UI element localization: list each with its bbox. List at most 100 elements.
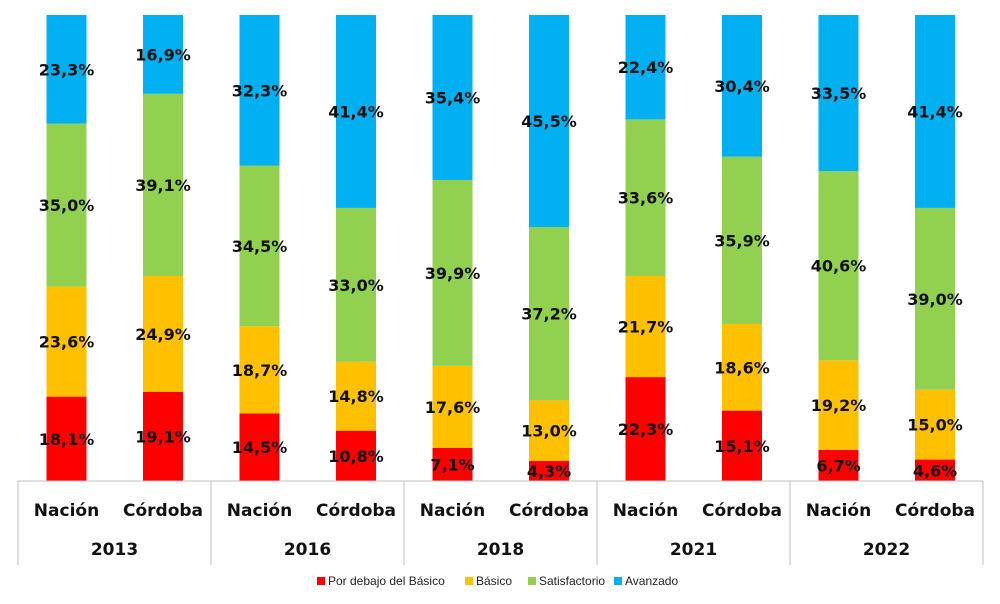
bar-segment [239, 165, 280, 327]
category-label: Nación [34, 501, 99, 521]
data-label: 15,1% [714, 437, 770, 456]
bar-segment [432, 447, 473, 481]
bar-segment [818, 449, 859, 481]
bar-segment [625, 15, 666, 120]
category-label: Nación [806, 501, 871, 521]
bar-segment [915, 15, 955, 208]
bar-segment [46, 286, 87, 397]
data-label: 21,7% [618, 318, 674, 337]
bar-segment [432, 365, 473, 448]
bar-segment [432, 15, 473, 180]
bar-segment [46, 15, 87, 124]
bar-segment [915, 389, 955, 460]
bar-segment [722, 15, 762, 157]
data-label: 4,6% [913, 461, 957, 480]
data-label: 35,4% [425, 88, 481, 107]
data-label: 33,6% [618, 189, 674, 208]
data-label: 37,2% [521, 305, 577, 324]
legend-swatch [614, 577, 622, 585]
bar-segment [143, 275, 183, 392]
bar-segment [336, 15, 376, 208]
data-label: 18,7% [232, 361, 288, 380]
data-label: 45,5% [521, 112, 577, 131]
bar-segment [529, 15, 569, 228]
data-label: 39,1% [135, 176, 191, 195]
bar-segment [239, 15, 280, 166]
bar-segment [915, 459, 955, 481]
bar-segment [818, 360, 859, 450]
data-label: 10,8% [328, 447, 384, 466]
year-label: 2018 [477, 540, 524, 560]
legend-swatch [465, 577, 473, 585]
bar-segment [625, 377, 666, 481]
data-label: 34,5% [232, 237, 288, 256]
year-label: 2021 [670, 540, 717, 560]
category-label: Córdoba [316, 501, 396, 521]
bar-segment [625, 119, 666, 276]
bar-segment [46, 396, 87, 481]
category-label: Córdoba [702, 501, 782, 521]
data-label: 14,8% [328, 387, 384, 406]
data-label: 16,9% [135, 45, 191, 64]
bar-segment [336, 361, 376, 431]
data-label: 23,3% [39, 60, 95, 79]
legend-swatch [317, 577, 325, 585]
data-label: 14,5% [232, 438, 288, 457]
data-label: 22,4% [618, 58, 674, 77]
bar-segment [529, 460, 569, 481]
bar-segment [336, 430, 376, 481]
bar-segment [529, 400, 569, 461]
data-label: 22,3% [618, 420, 674, 439]
data-label: 40,6% [811, 257, 867, 276]
bar-segment [143, 391, 183, 481]
data-label: 13,0% [521, 422, 577, 441]
legend-label: Satisfactorio [539, 574, 605, 588]
legend-label: Básico [476, 574, 512, 588]
data-label: 39,9% [425, 264, 481, 283]
year-label: 2013 [91, 540, 138, 560]
data-label: 35,9% [714, 231, 770, 250]
data-label: 17,6% [425, 398, 481, 417]
category-label: Nación [227, 501, 292, 521]
bar-segment [336, 207, 376, 362]
data-label: 19,2% [811, 396, 867, 415]
category-label: Nación [613, 501, 678, 521]
bar-segment [143, 93, 183, 276]
data-label: 41,4% [328, 102, 384, 121]
legend-label: Por debajo del Básico [328, 574, 445, 588]
bar-segment [143, 15, 183, 94]
data-label: 33,0% [328, 276, 384, 295]
data-label: 6,7% [816, 456, 860, 475]
bar-segment [818, 171, 859, 361]
category-label: Córdoba [123, 501, 203, 521]
category-label: Nación [420, 501, 485, 521]
data-label: 30,4% [714, 77, 770, 96]
bar-segment [722, 323, 762, 411]
category-label: Córdoba [895, 501, 975, 521]
data-label: 15,0% [907, 416, 963, 435]
bar-segment [529, 227, 569, 401]
data-label: 7,1% [430, 455, 474, 474]
data-label: 18,1% [39, 430, 95, 449]
bar-segment [625, 275, 666, 378]
bar-segment [46, 123, 87, 287]
data-label: 23,6% [39, 333, 95, 352]
year-label: 2016 [284, 540, 331, 560]
data-label: 33,5% [811, 84, 867, 103]
bar-segment [239, 413, 280, 481]
bar-segment [818, 15, 859, 172]
legend-swatch [528, 577, 536, 585]
bar-segment [722, 156, 762, 324]
legend-label: Avanzado [625, 574, 678, 588]
data-label: 41,4% [907, 102, 963, 121]
bar-segment [722, 410, 762, 481]
data-label: 35,0% [39, 196, 95, 215]
bar-segment [915, 207, 955, 390]
category-label: Córdoba [509, 501, 589, 521]
data-label: 4,3% [527, 462, 571, 481]
bar-segment [432, 179, 473, 366]
data-label: 39,0% [907, 290, 963, 309]
data-label: 32,3% [232, 81, 288, 100]
